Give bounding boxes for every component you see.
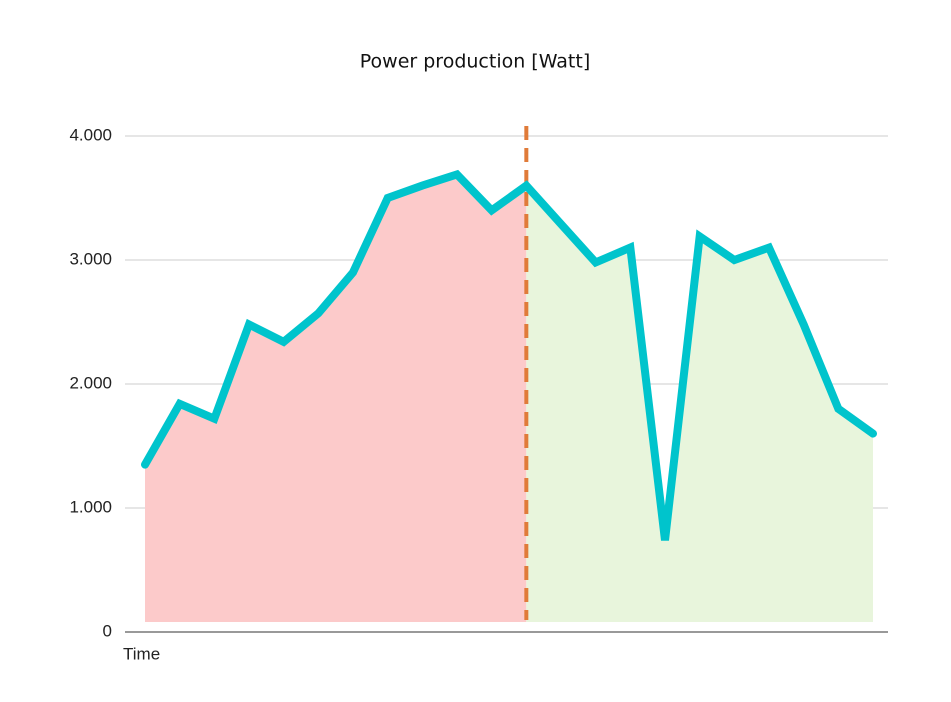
area-before bbox=[145, 174, 527, 622]
y-tick-label: 3.000 bbox=[69, 249, 112, 268]
y-tick-label: 2.000 bbox=[69, 373, 112, 392]
y-tick-label: 1.000 bbox=[69, 497, 112, 516]
x-axis-label: Time bbox=[123, 644, 160, 663]
chart-title: Power production [Watt] bbox=[360, 51, 591, 73]
line bbox=[141, 169, 877, 541]
y-tick-label: 0 bbox=[103, 621, 112, 640]
y-tick-label: 4.000 bbox=[69, 125, 112, 144]
